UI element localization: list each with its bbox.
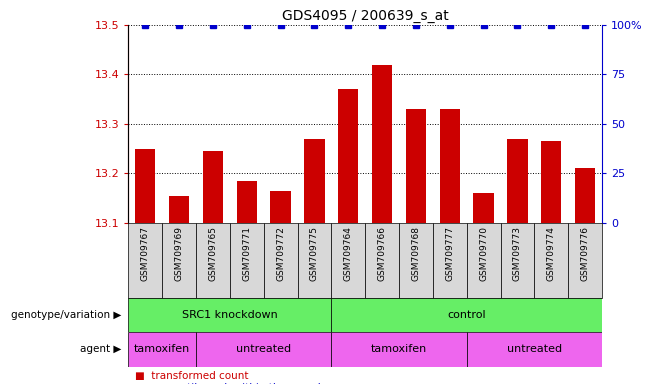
Text: GSM709773: GSM709773: [513, 227, 522, 281]
Bar: [338, 89, 359, 223]
Bar: [332, 332, 467, 367]
Bar: [128, 332, 196, 367]
Text: GSM709772: GSM709772: [276, 227, 285, 281]
Text: SRC1 knockdown: SRC1 knockdown: [182, 310, 278, 320]
Bar: [270, 190, 291, 223]
Text: tamoxifen: tamoxifen: [371, 344, 427, 354]
Text: GSM709771: GSM709771: [242, 227, 251, 281]
Bar: [467, 332, 602, 367]
Text: GSM709770: GSM709770: [479, 227, 488, 281]
Bar: [541, 141, 561, 223]
Bar: [297, 223, 332, 298]
Bar: [304, 139, 324, 223]
Text: untreated: untreated: [507, 344, 562, 354]
Bar: [128, 298, 332, 332]
Text: GSM709776: GSM709776: [580, 227, 590, 281]
Bar: [569, 223, 602, 298]
Bar: [162, 223, 196, 298]
Bar: [196, 332, 332, 367]
Text: control: control: [447, 310, 486, 320]
Bar: [467, 223, 501, 298]
Text: untreated: untreated: [236, 344, 291, 354]
Bar: [196, 223, 230, 298]
Bar: [230, 223, 264, 298]
Bar: [135, 149, 155, 223]
Bar: [203, 151, 223, 223]
Title: GDS4095 / 200639_s_at: GDS4095 / 200639_s_at: [282, 8, 449, 23]
Bar: [332, 298, 602, 332]
Text: GSM709766: GSM709766: [378, 227, 387, 281]
Bar: [365, 223, 399, 298]
Bar: [534, 223, 569, 298]
Bar: [575, 168, 595, 223]
Bar: [406, 109, 426, 223]
Bar: [507, 139, 528, 223]
Text: GSM709769: GSM709769: [174, 227, 184, 281]
Bar: [169, 195, 190, 223]
Text: ■  percentile rank within the sample: ■ percentile rank within the sample: [135, 383, 327, 384]
Text: GSM709777: GSM709777: [445, 227, 454, 281]
Text: GSM709775: GSM709775: [310, 227, 319, 281]
Bar: [332, 223, 365, 298]
Bar: [128, 223, 162, 298]
Bar: [264, 223, 297, 298]
Text: agent ▶: agent ▶: [80, 344, 122, 354]
Bar: [399, 223, 433, 298]
Bar: [237, 181, 257, 223]
Bar: [440, 109, 460, 223]
Text: genotype/variation ▶: genotype/variation ▶: [11, 310, 122, 320]
Text: ■  transformed count: ■ transformed count: [135, 371, 248, 381]
Bar: [372, 65, 392, 223]
Bar: [501, 223, 534, 298]
Text: tamoxifen: tamoxifen: [134, 344, 190, 354]
Bar: [474, 193, 494, 223]
Text: GSM709774: GSM709774: [547, 227, 556, 281]
Text: GSM709765: GSM709765: [209, 227, 217, 281]
Bar: [433, 223, 467, 298]
Text: GSM709768: GSM709768: [411, 227, 420, 281]
Text: GSM709767: GSM709767: [141, 227, 150, 281]
Text: GSM709764: GSM709764: [343, 227, 353, 281]
